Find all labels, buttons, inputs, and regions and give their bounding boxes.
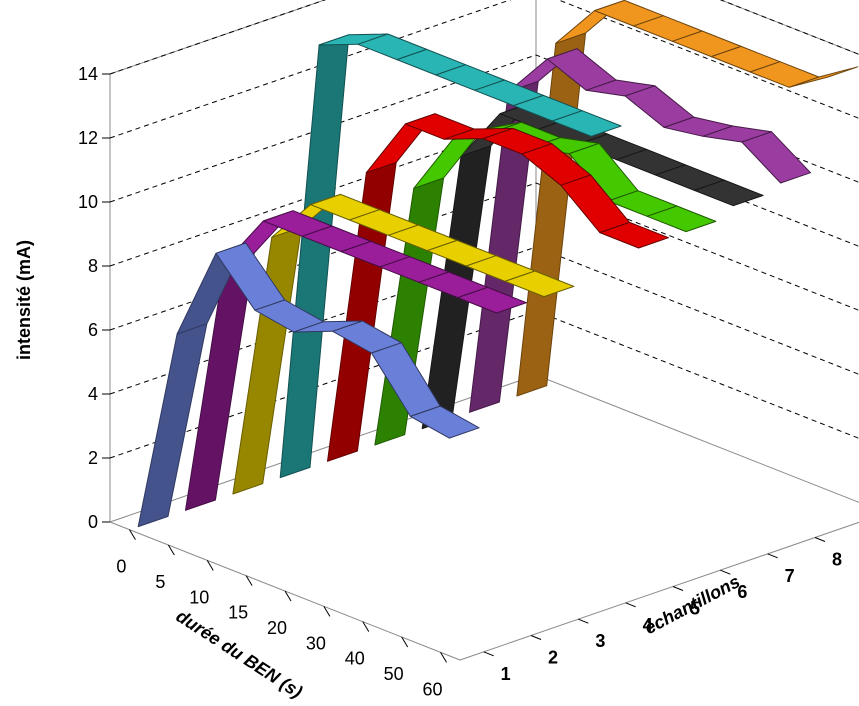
- series-9-segment: [788, 66, 859, 88]
- z-tick: [720, 569, 731, 575]
- series-4: [279, 33, 622, 479]
- frame-edge-1: [109, 374, 537, 523]
- z-tick-label: 3: [595, 631, 605, 651]
- z-tick-label: 4: [643, 615, 653, 635]
- x-tick: [284, 590, 292, 602]
- y-tick-label: 8: [88, 256, 98, 276]
- x-tick: [362, 621, 370, 632]
- z-tick-label: 1: [501, 664, 511, 684]
- grid-line-10: [109, 54, 859, 203]
- y-tick-label: 6: [88, 320, 98, 340]
- x-tick-label: 60: [423, 679, 443, 699]
- y-tick-label: 4: [88, 384, 98, 404]
- series-5-segment: [599, 221, 669, 249]
- x-tick: [245, 575, 253, 586]
- series-1: [137, 242, 480, 528]
- z-tick: [530, 635, 542, 640]
- x-tick: [206, 560, 214, 571]
- series-3-segment: [504, 270, 575, 298]
- x-tick-label: 20: [267, 618, 287, 638]
- x-tick-label: 30: [306, 633, 326, 653]
- z-tick-label: 6: [737, 582, 747, 602]
- frame-edge-4: [535, 374, 859, 503]
- x-tick-label: 40: [345, 649, 365, 669]
- z-tick-label: 2: [548, 648, 558, 668]
- frame-edge-8: [459, 521, 859, 661]
- series-2-segment: [457, 286, 527, 314]
- series-4-segment: [551, 110, 622, 137]
- y-axis-title: intensité (mA): [14, 240, 34, 360]
- z-tick: [814, 537, 826, 542]
- y-tick-label: 10: [78, 192, 98, 212]
- series-8: [469, 48, 811, 413]
- x-tick: [129, 529, 136, 540]
- z-tick: [483, 651, 494, 657]
- z-tick-label: 7: [785, 566, 795, 586]
- series-ribbons: [137, 0, 859, 528]
- y-tick-label: 0: [88, 512, 98, 532]
- x-tick: [323, 606, 331, 617]
- z-axis-title: échantillons: [641, 571, 743, 638]
- series-9: [516, 0, 859, 397]
- grid-line-6: [109, 182, 859, 331]
- z-tick: [767, 553, 778, 559]
- y-tick-label: 2: [88, 448, 98, 468]
- x-tick: [167, 544, 175, 556]
- x-tick-label: 0: [116, 557, 126, 577]
- x-tick: [401, 636, 409, 648]
- x-tick: [440, 652, 447, 663]
- x-tick-label: 5: [155, 572, 165, 592]
- x-tick-label: 50: [384, 664, 404, 684]
- series-8-segment: [741, 131, 811, 184]
- series-1-segment: [409, 405, 480, 439]
- z-tick-label: 8: [832, 550, 842, 570]
- z-tick-label: 5: [690, 599, 700, 619]
- z-tick: [672, 586, 684, 591]
- frame-edge-6: [719, 0, 859, 55]
- z-tick: [578, 618, 589, 624]
- series-5: [327, 113, 669, 462]
- series-6-segment: [646, 205, 717, 233]
- tick-labels: 024681012140510152030405060123456789: [78, 64, 842, 699]
- y-tick-label: 14: [78, 64, 98, 84]
- series-7-segment: [693, 179, 764, 207]
- x-tick-label: 15: [228, 603, 248, 623]
- x-tick-label: 10: [189, 587, 209, 607]
- z-tick: [625, 602, 636, 608]
- y-tick-label: 12: [78, 128, 98, 148]
